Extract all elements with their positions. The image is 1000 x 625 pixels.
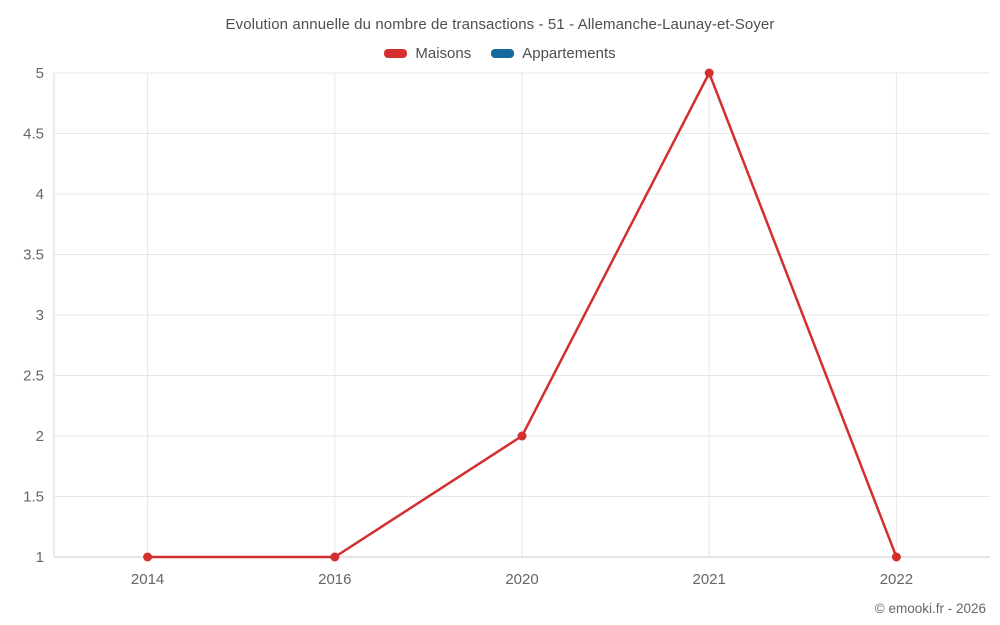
data-point-maisons-2016	[330, 552, 340, 562]
chart-title: Evolution annuelle du nombre de transact…	[225, 16, 775, 33]
y-tick-label: 1.5	[23, 489, 44, 506]
y-tick-label: 5	[36, 65, 44, 82]
x-tick-label: 2020	[505, 571, 538, 588]
legend-label-appartements: Appartements	[522, 45, 616, 62]
y-tick-label: 4	[36, 186, 44, 203]
data-point-maisons-2014	[143, 552, 153, 562]
data-point-maisons-2020	[517, 431, 527, 441]
x-tick-label: 2021	[693, 571, 726, 588]
y-tick-label: 2.5	[23, 368, 44, 385]
y-tick-label: 2	[36, 428, 44, 445]
legend-item-maisons[interactable]: Maisons	[384, 45, 471, 62]
data-point-maisons-2022	[891, 552, 901, 562]
y-tick-label: 3.5	[23, 247, 44, 264]
y-tick-label: 3	[36, 307, 44, 324]
legend-label-maisons: Maisons	[415, 45, 472, 62]
x-tick-label: 2022	[880, 571, 913, 588]
legend: Maisons Appartements	[0, 45, 1000, 62]
legend-item-appartements[interactable]: Appartements	[491, 45, 616, 62]
x-tick-label: 2016	[318, 571, 351, 588]
maisons-swatch-icon	[384, 49, 408, 58]
y-tick-label: 4.5	[23, 126, 44, 143]
y-tick-label: 1	[36, 549, 44, 566]
appartements-swatch-icon	[491, 49, 515, 58]
x-tick-label: 2014	[131, 571, 164, 588]
credits-link[interactable]: © emooki.fr - 2026	[874, 601, 986, 616]
data-point-maisons-2021	[704, 68, 714, 78]
